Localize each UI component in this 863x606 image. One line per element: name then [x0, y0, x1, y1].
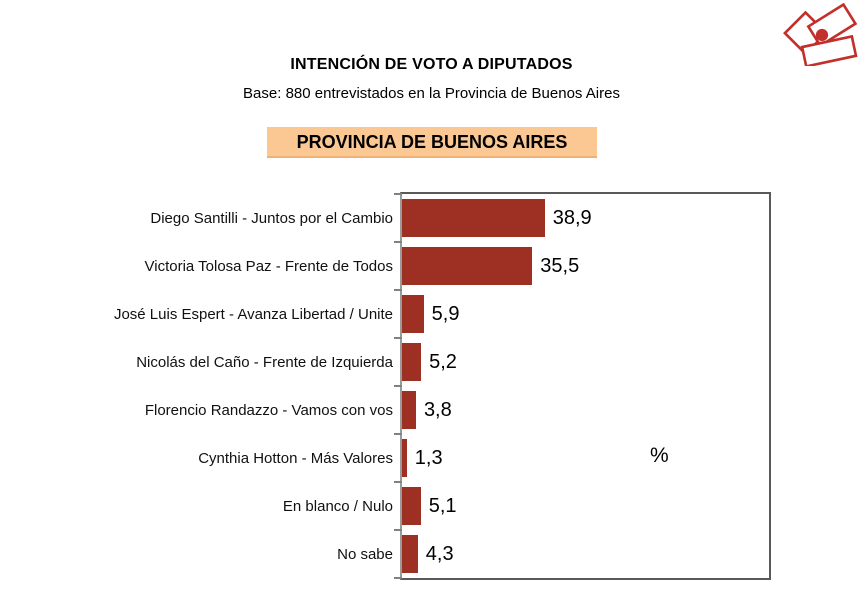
bar-area: 3,8: [402, 386, 769, 434]
page-title: INTENCIÓN DE VOTO A DIPUTADOS: [290, 56, 573, 73]
axis-tick: [394, 529, 402, 531]
chart-row: Cynthia Hotton - Más Valores 1,3: [0, 434, 769, 482]
value-bar: [402, 535, 418, 573]
value-label: 38,9: [552, 206, 592, 229]
axis-tick: [394, 385, 402, 387]
chart-row: José Luis Espert - Avanza Libertad / Uni…: [0, 290, 769, 338]
value-label: 3,8: [423, 398, 452, 421]
brand-logo: [782, 2, 862, 68]
bar-area: 35,5: [402, 242, 769, 290]
value-label: 1,3: [414, 446, 443, 469]
unit-label: %: [650, 444, 669, 467]
value-bar: [402, 343, 422, 381]
bar-area: 38,9: [402, 194, 769, 242]
value-bar: [402, 439, 407, 477]
bar-area: 4,3: [402, 530, 769, 578]
bar-area: 5,1: [402, 482, 769, 530]
value-label: 35,5: [540, 254, 580, 277]
value-label: 5,9: [431, 302, 460, 325]
value-bar: [402, 487, 421, 525]
bar-area: 5,2: [402, 338, 769, 386]
category-label: José Luis Espert - Avanza Libertad / Uni…: [113, 305, 393, 323]
chart-rows: Diego Santilli - Juntos por el Cambio 38,…: [0, 194, 769, 578]
chart-row: Diego Santilli - Juntos por el Cambio 38,…: [0, 194, 769, 242]
axis-tick: [394, 289, 402, 291]
value-bar: [402, 391, 416, 429]
value-label: 5,1: [428, 494, 457, 517]
axis-tick: [394, 241, 402, 243]
category-label: En blanco / Nulo: [282, 497, 393, 515]
value-bar: [402, 199, 545, 237]
category-label: No sabe: [337, 545, 393, 563]
category-label: Diego Santilli - Juntos por el Cambio: [150, 209, 393, 227]
chart-row: Florencio Randazzo - Vamos con vos 3,8: [0, 386, 769, 434]
category-label: Cynthia Hotton - Más Valores: [198, 449, 393, 467]
base-subtitle: Base: 880 entrevistados en la Provincia …: [243, 85, 620, 102]
diamond-pinwheel-logo-icon: [783, 2, 858, 68]
chart-row: Victoria Tolosa Paz - Frente de Todos 35,…: [0, 242, 769, 290]
category-label: Nicolás del Caño - Frente de Izquierda: [136, 353, 393, 371]
value-label: 5,2: [429, 350, 457, 373]
chart-row: En blanco / Nulo 5,1: [0, 482, 769, 530]
axis-tick: [394, 433, 402, 435]
axis-tick: [394, 193, 402, 195]
category-label: Victoria Tolosa Paz - Frente de Todos: [144, 257, 393, 275]
bar-area: 5,9: [402, 290, 769, 338]
axis-tick: [394, 337, 402, 339]
chart-row: Nicolás del Caño - Frente de Izquierda 5,…: [0, 338, 769, 386]
category-label: Florencio Randazzo - Vamos con vos: [144, 401, 393, 419]
value-label: 4,3: [425, 542, 454, 565]
axis-ticks: [394, 193, 402, 579]
bar-area: 1,3: [402, 434, 769, 482]
axis-tick: [394, 577, 402, 579]
region-banner: PROVINCIA DE BUENOS AIRES: [267, 127, 597, 158]
axis-tick: [394, 481, 402, 483]
chart-row: No sabe 4,3: [0, 530, 769, 578]
value-bar: [402, 247, 533, 285]
value-bar: [402, 295, 424, 333]
